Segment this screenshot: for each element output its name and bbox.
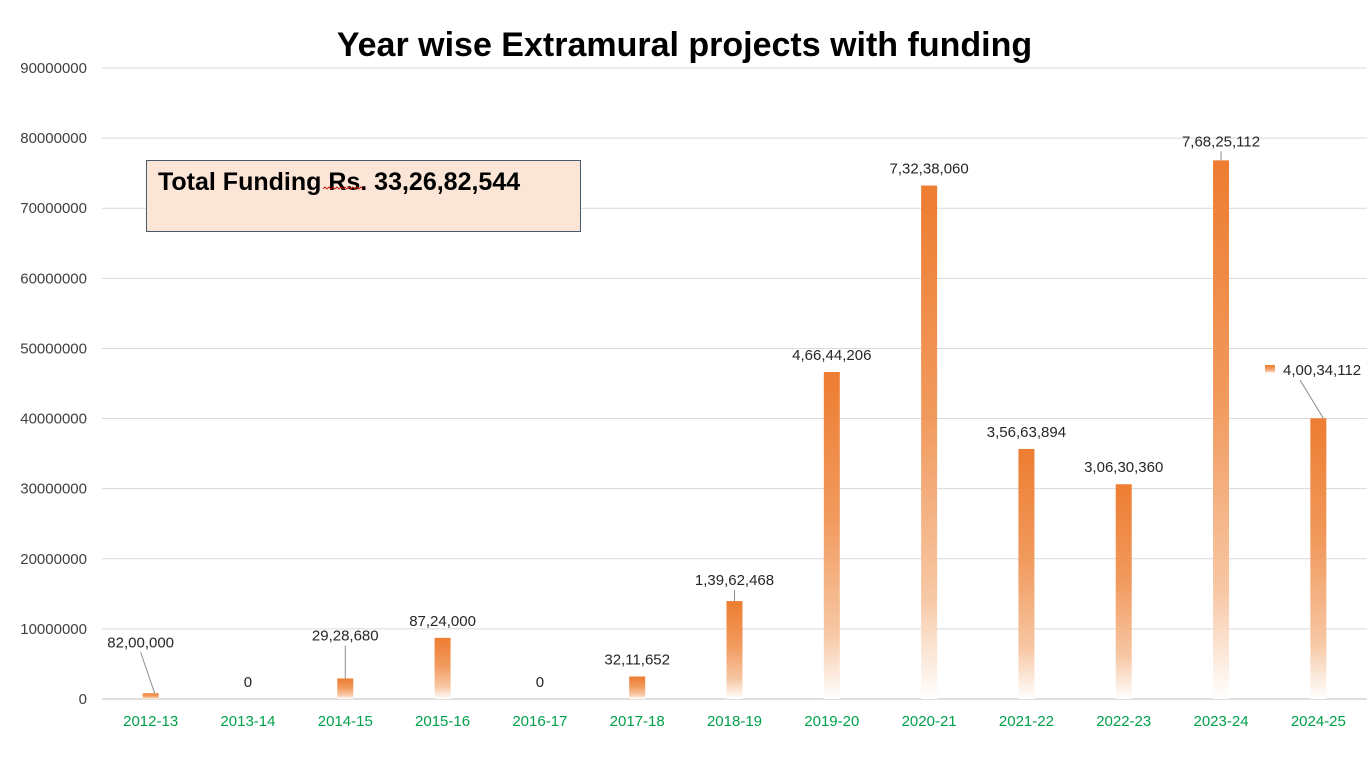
data-label: 87,24,000 bbox=[409, 613, 476, 630]
bar bbox=[1115, 484, 1132, 699]
leader-line bbox=[140, 652, 156, 694]
label-marker bbox=[1265, 365, 1275, 373]
y-tick-label: 30000000 bbox=[20, 481, 87, 498]
data-label: 7,68,25,112 bbox=[1182, 133, 1260, 150]
y-tick-label: 10000000 bbox=[20, 621, 87, 638]
data-label: 7,32,38,060 bbox=[889, 161, 968, 178]
total-funding-box: Total Funding Rs. 33,26,82,544 bbox=[146, 160, 581, 232]
total-funding-text: Total Funding Rs. 33,26,82,544 bbox=[158, 168, 521, 196]
x-tick-label: 2021-22 bbox=[999, 713, 1054, 730]
leader-lines bbox=[140, 151, 1324, 694]
x-tick-label: 2023-24 bbox=[1194, 713, 1249, 730]
data-label: 0 bbox=[536, 674, 544, 691]
bar bbox=[337, 678, 354, 699]
y-tick-label: 90000000 bbox=[20, 60, 87, 77]
x-tick-label: 2013-14 bbox=[220, 713, 275, 730]
y-tick-label: 40000000 bbox=[20, 411, 87, 428]
bar bbox=[1310, 418, 1327, 699]
bar bbox=[823, 371, 840, 699]
bars bbox=[142, 160, 1327, 699]
y-axis-ticks: 0 10000000 20000000 30000000 40000000 5000000… bbox=[20, 60, 87, 708]
data-label: 3,56,63,894 bbox=[987, 424, 1066, 441]
data-label: 4,00,34,112 bbox=[1283, 362, 1361, 379]
data-label: 32,11,652 bbox=[604, 651, 670, 668]
chart-title: Year wise Extramural projects with fundi… bbox=[336, 26, 1033, 64]
data-labels: 82,00,000 0 29,28,680 87,24,000 0 32,11,652 1,… bbox=[107, 133, 1361, 691]
x-tick-label: 2020-21 bbox=[902, 713, 957, 730]
x-tick-label: 2017-18 bbox=[610, 713, 665, 730]
data-label: 82,00,000 bbox=[107, 634, 174, 651]
y-tick-label: 60000000 bbox=[20, 270, 87, 287]
x-tick-label: 2022-23 bbox=[1096, 713, 1151, 730]
bar bbox=[142, 693, 159, 699]
spellcheck-squiggle bbox=[323, 186, 363, 190]
data-label: 3,06,30,360 bbox=[1084, 459, 1163, 476]
bar bbox=[434, 637, 451, 699]
bar bbox=[726, 601, 743, 699]
y-tick-label: 20000000 bbox=[20, 551, 87, 568]
x-tick-label: 2018-19 bbox=[707, 713, 762, 730]
bar bbox=[1018, 448, 1035, 699]
bar bbox=[1213, 160, 1230, 699]
x-tick-label: 2014-15 bbox=[318, 713, 373, 730]
gridlines bbox=[102, 67, 1367, 700]
y-tick-label: 70000000 bbox=[20, 200, 87, 217]
x-tick-label: 2019-20 bbox=[804, 713, 859, 730]
data-label: 4,66,44,206 bbox=[792, 347, 871, 364]
data-label: 0 bbox=[244, 674, 252, 691]
x-tick-label: 2015-16 bbox=[415, 713, 470, 730]
bar bbox=[921, 185, 938, 699]
leader-line bbox=[1299, 379, 1324, 419]
data-label: 1,39,62,468 bbox=[695, 572, 774, 589]
x-tick-label: 2016-17 bbox=[512, 713, 567, 730]
y-tick-label: 80000000 bbox=[20, 130, 87, 147]
bar bbox=[629, 676, 646, 699]
y-tick-label: 0 bbox=[79, 691, 87, 708]
x-tick-label: 2024-25 bbox=[1291, 713, 1346, 730]
y-tick-label: 50000000 bbox=[20, 340, 87, 357]
x-axis-ticks: 2012-13 2013-14 2014-15 2015-16 2016-17 2017-… bbox=[123, 713, 1346, 730]
x-tick-label: 2012-13 bbox=[123, 713, 178, 730]
data-label: 29,28,680 bbox=[312, 627, 379, 644]
